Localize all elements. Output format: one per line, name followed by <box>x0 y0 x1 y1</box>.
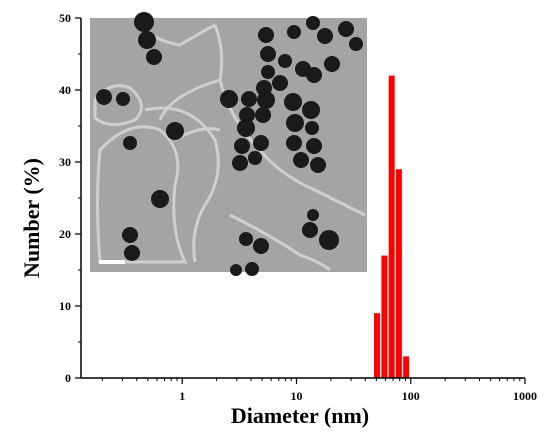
y-tick-label: 0 <box>65 371 71 385</box>
inset-grid-line <box>144 106 220 263</box>
y-tick-label: 30 <box>59 155 71 169</box>
inset-particle <box>286 135 302 151</box>
inset-particle <box>232 155 248 171</box>
y-axis-title: Number (%) <box>19 158 44 278</box>
y-tick-label: 50 <box>59 11 71 25</box>
inset-particle <box>260 46 276 62</box>
inset-particle <box>255 107 271 123</box>
inset-particle <box>284 93 302 111</box>
inset-grid-line <box>158 78 221 121</box>
x-tick-label: 1000 <box>513 389 537 403</box>
inset-particle <box>166 122 184 140</box>
inset-particle <box>124 245 140 261</box>
inset-particle <box>287 25 301 39</box>
inset-particle <box>239 107 255 123</box>
inset-particle <box>310 157 326 173</box>
inset-particle <box>123 136 137 150</box>
inset-particle <box>257 91 275 109</box>
inset-particle <box>305 121 319 135</box>
inset-particle <box>317 28 333 44</box>
inset-particle <box>286 114 304 132</box>
inset-particle <box>319 230 339 250</box>
inset-particle <box>134 12 154 32</box>
inset-particle <box>306 138 322 154</box>
inset-particle <box>302 222 318 238</box>
x-tick-label: 1 <box>179 389 185 403</box>
inset-particle <box>253 238 269 254</box>
inset-grid-line <box>96 125 188 264</box>
inset-particle <box>239 232 253 246</box>
x-axis-title: Diameter (nm) <box>231 403 369 428</box>
inset-particle <box>349 37 363 51</box>
inset-particle <box>230 264 242 276</box>
inset-grid-line <box>229 213 331 272</box>
inset-particle <box>261 65 275 79</box>
inset-particle <box>293 152 309 168</box>
inset-micrograph <box>90 12 367 276</box>
x-tick-label: 10 <box>290 389 302 403</box>
inset-scale-bar <box>99 260 125 264</box>
inset-particle <box>258 27 274 43</box>
inset-particle <box>278 54 292 68</box>
inset-particle <box>245 262 259 276</box>
inset-particle <box>116 92 130 106</box>
y-tick-label: 10 <box>59 299 71 313</box>
bar <box>381 255 388 378</box>
inset-particle <box>248 151 262 165</box>
inset-particle <box>324 56 340 72</box>
inset-particle <box>237 119 255 137</box>
inset-grid-line <box>93 84 143 126</box>
bar-series <box>374 75 410 378</box>
inset-particle <box>96 89 112 105</box>
y-tick-label: 40 <box>59 83 71 97</box>
bar <box>374 313 380 378</box>
inset-particle <box>220 90 238 108</box>
inset-particle <box>306 67 322 83</box>
inset-particle <box>151 190 169 208</box>
x-tick-label: 100 <box>402 389 420 403</box>
bar <box>388 75 395 378</box>
bar <box>395 169 402 378</box>
inset-particle <box>272 75 288 91</box>
y-tick-label: 20 <box>59 227 71 241</box>
inset-particle <box>253 135 269 151</box>
inset-particle <box>302 101 320 119</box>
inset-particle <box>307 209 319 221</box>
inset-particle <box>306 16 320 30</box>
inset-particle <box>138 31 156 49</box>
bar <box>403 356 410 378</box>
inset-particle <box>146 49 162 65</box>
axes: 1 10 100 1000 0 10 20 30 40 50 <box>59 11 537 403</box>
inset-particle <box>241 91 257 107</box>
inset-particle <box>338 21 354 37</box>
inset-particle <box>234 138 250 154</box>
inset-particle <box>122 227 138 243</box>
